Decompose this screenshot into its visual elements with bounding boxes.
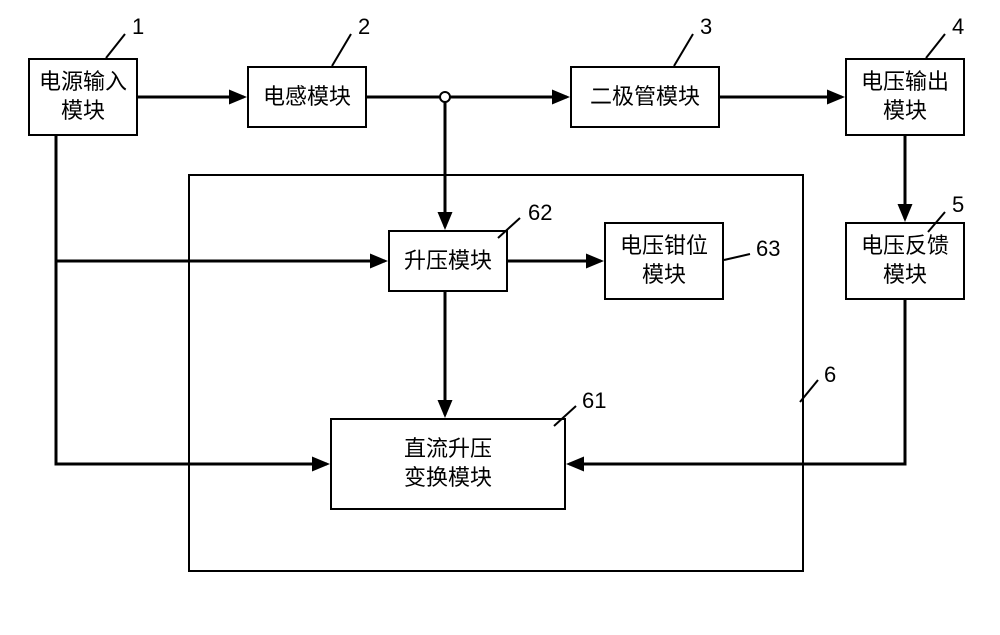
node-voltage-feedback: 电压反馈 模块 <box>845 222 965 300</box>
node-label: 升压模块 <box>404 247 492 276</box>
node-label: 电压钳位 <box>620 233 708 258</box>
node-label: 二极管模块 <box>590 83 700 112</box>
node-label: 模块 <box>61 98 105 123</box>
node-diode: 二极管模块 <box>570 66 720 128</box>
node-label: 模块 <box>642 262 686 287</box>
node-inductor: 电感模块 <box>247 66 367 128</box>
callout-62: 62 <box>528 200 552 226</box>
callout-4: 4 <box>952 14 964 40</box>
node-power-input: 电源输入 模块 <box>28 58 138 136</box>
callout-2: 2 <box>358 14 370 40</box>
callout-6: 6 <box>824 362 836 388</box>
callout-3: 3 <box>700 14 712 40</box>
node-label: 电压反馈 <box>861 233 949 258</box>
node-boost: 升压模块 <box>388 230 508 292</box>
node-label: 模块 <box>883 262 927 287</box>
node-label: 电感模块 <box>263 83 351 112</box>
block-diagram: 电源输入 模块 电感模块 二极管模块 电压输出 模块 电压反馈 模块 升压模块 … <box>0 0 1000 635</box>
node-label: 模块 <box>883 98 927 123</box>
node-label: 变换模块 <box>404 465 492 490</box>
callout-61: 61 <box>582 388 606 414</box>
callout-63: 63 <box>756 236 780 262</box>
node-label: 直流升压 <box>404 436 492 461</box>
node-voltage-output: 电压输出 模块 <box>845 58 965 136</box>
callout-1: 1 <box>132 14 144 40</box>
node-label: 电压输出 <box>861 69 949 94</box>
node-label: 电源输入 <box>39 69 127 94</box>
node-dc-boost-convert: 直流升压 变换模块 <box>330 418 566 510</box>
callout-5: 5 <box>952 192 964 218</box>
node-voltage-clamp: 电压钳位 模块 <box>604 222 724 300</box>
